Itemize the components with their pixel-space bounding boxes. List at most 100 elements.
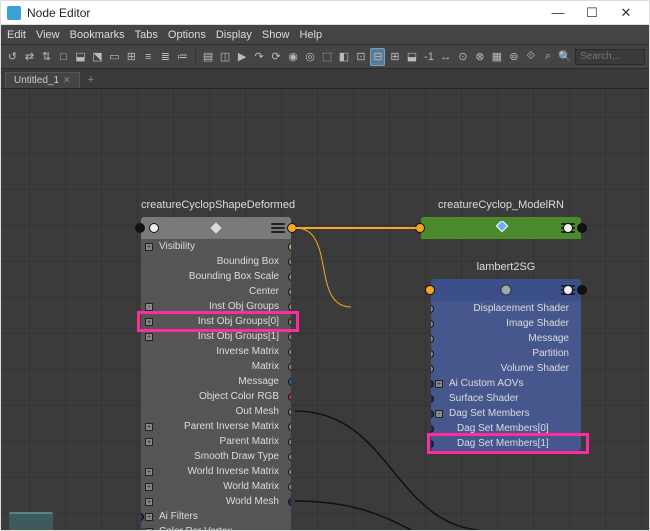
expand-icon[interactable]: + (145, 483, 153, 491)
expand-icon[interactable]: + (145, 423, 153, 431)
attr-input-port[interactable] (431, 320, 434, 328)
search-input[interactable] (575, 49, 645, 65)
toolbar-button-5[interactable]: ⬔ (90, 48, 105, 66)
toolbar-button-25[interactable]: -1 (421, 48, 436, 66)
output-port[interactable] (577, 285, 587, 295)
attr-output-port[interactable] (288, 438, 291, 446)
toolbar-button-9[interactable]: ≣ (158, 48, 173, 66)
tab-close-icon[interactable]: ✕ (63, 75, 71, 86)
attr-row[interactable]: Visibility+ (141, 239, 291, 254)
toolbar-button-31[interactable]: ⟐ (523, 48, 538, 66)
attr-row[interactable]: Bounding Box Scale (141, 269, 291, 284)
menu-view[interactable]: View (36, 29, 60, 41)
toolbar-button-1[interactable]: ⇄ (22, 48, 37, 66)
attr-row[interactable]: Inst Obj Groups[0]+ (141, 314, 291, 329)
attr-output-port[interactable] (288, 378, 291, 386)
toolbar-button-12[interactable]: ▤ (201, 48, 216, 66)
toolbar-button-22[interactable]: ⊟ (370, 48, 385, 66)
menu-show[interactable]: Show (262, 29, 290, 41)
toolbar-button-23[interactable]: ⊞ (387, 48, 402, 66)
attr-input-port[interactable] (431, 335, 434, 343)
expand-icon[interactable]: + (145, 438, 153, 446)
document-tab[interactable]: Untitled_1✕ (5, 72, 80, 88)
toolbar-button-14[interactable]: ▶ (235, 48, 250, 66)
toolbar-button-20[interactable]: ◧ (337, 48, 352, 66)
toolbar-button-2[interactable]: ⇅ (39, 48, 54, 66)
attr-output-port[interactable] (288, 498, 291, 506)
input-port[interactable] (415, 223, 425, 233)
attr-row[interactable]: Dag Set Members- (431, 406, 581, 421)
attr-row[interactable]: World Mesh+ (141, 494, 291, 509)
attr-row[interactable]: Matrix (141, 359, 291, 374)
attr-input-port[interactable] (431, 440, 434, 448)
attr-input-port[interactable] (431, 410, 434, 418)
toolbar-button-16[interactable]: ⟳ (269, 48, 284, 66)
attr-output-port[interactable] (288, 258, 291, 266)
attr-input-port[interactable] (431, 350, 434, 358)
toolbar-button-8[interactable]: ≡ (141, 48, 156, 66)
attr-output-port[interactable] (288, 333, 291, 341)
attr-row[interactable]: Dag Set Members[1] (431, 436, 581, 451)
node-header[interactable] (421, 217, 581, 239)
toolbar-button-29[interactable]: ▦ (489, 48, 504, 66)
input-port[interactable] (425, 285, 435, 295)
attr-row[interactable]: World Inverse Matrix+ (141, 464, 291, 479)
menu-edit[interactable]: Edit (7, 29, 26, 41)
attr-row[interactable]: Bounding Box (141, 254, 291, 269)
panel-handle[interactable] (9, 512, 53, 530)
toolbar-button-19[interactable]: ⬚ (320, 48, 335, 66)
node-creature[interactable]: creatureCyclopShapeDeformedVisibility+Bo… (141, 217, 291, 530)
node-header[interactable] (141, 217, 291, 239)
node-canvas[interactable]: creatureCyclopShapeDeformedVisibility+Bo… (1, 89, 649, 530)
node-lambert[interactable]: lambert2SGDisplacement ShaderImage Shade… (431, 279, 581, 451)
menu-tabs[interactable]: Tabs (135, 29, 158, 41)
attr-row[interactable]: Inst Obj Groups[1]+ (141, 329, 291, 344)
expand-icon[interactable]: + (145, 528, 153, 531)
attr-row[interactable]: Parent Inverse Matrix+ (141, 419, 291, 434)
attr-row[interactable]: Out Mesh (141, 404, 291, 419)
expand-icon[interactable]: - (435, 410, 443, 418)
attr-output-port[interactable] (288, 273, 291, 281)
toolbar-button-33[interactable]: 🔍 (557, 48, 573, 66)
attr-output-port[interactable] (288, 288, 291, 296)
output-port[interactable] (577, 223, 587, 233)
toolbar-button-3[interactable]: □ (56, 48, 71, 66)
attr-row[interactable]: Smooth Draw Type (141, 449, 291, 464)
attr-row[interactable]: World Matrix+ (141, 479, 291, 494)
toolbar-button-26[interactable]: ↔ (438, 48, 453, 66)
attr-output-port[interactable] (288, 483, 291, 491)
toolbar-button-15[interactable]: ↷ (252, 48, 267, 66)
attr-output-port[interactable] (288, 318, 291, 326)
attr-input-port[interactable] (431, 380, 434, 388)
attr-output-port[interactable] (288, 468, 291, 476)
toolbar-button-4[interactable]: ⬓ (73, 48, 88, 66)
menu-display[interactable]: Display (216, 29, 252, 41)
attr-output-port[interactable] (288, 363, 291, 371)
attr-input-port[interactable] (431, 365, 434, 373)
attr-input-port[interactable] (431, 395, 434, 403)
minimize-button[interactable]: — (541, 5, 575, 20)
toolbar-button-32[interactable]: ⌕ (540, 48, 555, 66)
node-header[interactable] (431, 279, 581, 301)
attr-row[interactable]: Ai Custom AOVs+ (431, 376, 581, 391)
attr-row[interactable]: Inverse Matrix (141, 344, 291, 359)
close-button[interactable]: ✕ (609, 5, 643, 21)
attr-row[interactable]: Color Per Vertex+ (141, 524, 291, 530)
attr-row[interactable]: Message (431, 331, 581, 346)
toolbar-button-27[interactable]: ⊙ (455, 48, 470, 66)
attr-input-port[interactable] (141, 528, 144, 531)
attr-output-port[interactable] (288, 408, 291, 416)
attr-row[interactable]: Parent Matrix+ (141, 434, 291, 449)
node-menu-icon[interactable] (271, 223, 285, 233)
toolbar-button-18[interactable]: ◎ (303, 48, 318, 66)
attr-row[interactable]: Center (141, 284, 291, 299)
menu-options[interactable]: Options (168, 29, 206, 41)
attr-row[interactable]: Image Shader (431, 316, 581, 331)
expand-icon[interactable]: + (145, 498, 153, 506)
tab-add-button[interactable]: + (82, 72, 100, 88)
toolbar-button-28[interactable]: ⊗ (472, 48, 487, 66)
toolbar-button-24[interactable]: ⬓ (404, 48, 419, 66)
output-port[interactable] (563, 285, 573, 295)
toolbar-button-7[interactable]: ⊞ (124, 48, 139, 66)
attr-input-port[interactable] (431, 425, 434, 433)
